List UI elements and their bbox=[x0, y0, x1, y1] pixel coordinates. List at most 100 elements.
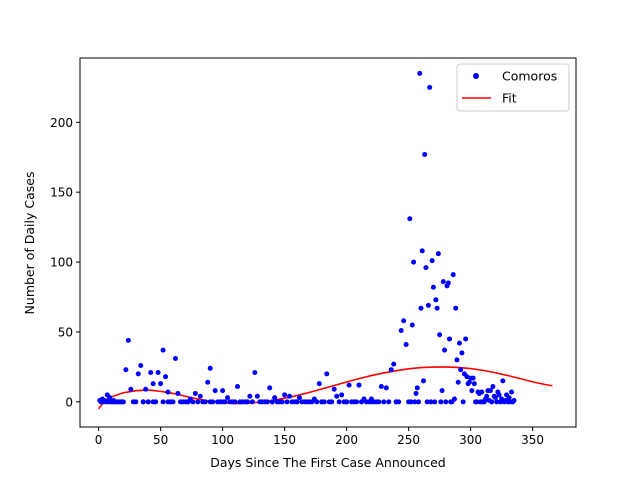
data-point bbox=[234, 383, 240, 389]
data-point bbox=[506, 395, 512, 401]
data-point bbox=[450, 272, 456, 278]
data-point bbox=[314, 399, 320, 405]
data-point bbox=[170, 399, 176, 405]
data-point bbox=[207, 399, 213, 405]
data-point bbox=[432, 399, 438, 405]
data-point bbox=[408, 399, 414, 405]
data-point bbox=[391, 361, 397, 367]
data-point bbox=[334, 393, 340, 399]
data-point bbox=[158, 381, 164, 387]
data-point bbox=[120, 399, 126, 405]
data-point bbox=[435, 251, 441, 257]
data-point bbox=[422, 151, 428, 157]
scatter-points-layer bbox=[97, 70, 517, 405]
data-point bbox=[466, 379, 472, 385]
data-point bbox=[195, 399, 201, 405]
data-point bbox=[202, 399, 208, 405]
data-point bbox=[398, 328, 404, 334]
data-point bbox=[148, 369, 154, 375]
data-point bbox=[417, 70, 423, 76]
data-point bbox=[336, 399, 342, 405]
data-point bbox=[145, 399, 151, 405]
data-point bbox=[316, 381, 322, 387]
data-point bbox=[487, 388, 493, 394]
x-tick-label: 150 bbox=[273, 433, 296, 447]
data-point bbox=[160, 399, 166, 405]
data-point bbox=[172, 356, 178, 362]
data-point bbox=[150, 399, 156, 405]
data-point bbox=[232, 399, 238, 405]
x-axis-label: Days Since The First Case Announced bbox=[210, 455, 446, 470]
data-point bbox=[376, 399, 382, 405]
x-tick-label: 350 bbox=[521, 433, 544, 447]
data-point bbox=[496, 392, 502, 398]
data-point bbox=[430, 284, 436, 290]
data-point bbox=[418, 305, 424, 311]
data-point bbox=[463, 336, 469, 342]
data-point bbox=[354, 399, 360, 405]
y-tick-label: 50 bbox=[58, 325, 73, 339]
data-point bbox=[419, 248, 425, 254]
data-point bbox=[381, 399, 387, 405]
data-point bbox=[403, 342, 409, 348]
data-point bbox=[500, 378, 506, 384]
data-point bbox=[133, 399, 139, 405]
data-point bbox=[447, 336, 453, 342]
legend-box bbox=[456, 63, 570, 112]
data-point bbox=[470, 375, 476, 381]
data-point bbox=[284, 399, 290, 405]
y-axis-label: Number of Daily Cases bbox=[22, 172, 37, 315]
data-point bbox=[254, 393, 260, 399]
data-point bbox=[185, 399, 191, 405]
x-axis-ticks: 0 50 100 150 200 250 300 350 bbox=[95, 427, 544, 447]
x-tick-label: 0 bbox=[95, 433, 103, 447]
data-point bbox=[207, 365, 213, 371]
data-point bbox=[244, 399, 250, 405]
y-tick-label: 100 bbox=[50, 256, 73, 270]
data-point bbox=[344, 399, 350, 405]
data-point bbox=[267, 385, 273, 391]
data-point bbox=[429, 258, 435, 264]
data-point bbox=[494, 399, 500, 405]
x-tick-label: 200 bbox=[335, 433, 358, 447]
data-point bbox=[107, 395, 113, 401]
data-point bbox=[247, 393, 253, 399]
data-point bbox=[433, 297, 439, 303]
data-point bbox=[155, 369, 161, 375]
data-point bbox=[282, 392, 288, 398]
data-point bbox=[125, 337, 131, 343]
data-point bbox=[469, 388, 475, 394]
data-point bbox=[296, 395, 302, 401]
data-point bbox=[264, 399, 270, 405]
data-point bbox=[386, 399, 392, 405]
fit-line-layer bbox=[97, 366, 553, 410]
data-point bbox=[401, 318, 407, 324]
data-point bbox=[479, 389, 485, 395]
data-point bbox=[175, 390, 181, 396]
data-point bbox=[163, 374, 169, 380]
data-point bbox=[416, 399, 422, 405]
data-point bbox=[409, 322, 415, 328]
x-tick-label: 250 bbox=[397, 433, 420, 447]
data-point bbox=[420, 378, 426, 384]
data-point bbox=[407, 216, 413, 222]
y-tick-label: 200 bbox=[50, 116, 73, 130]
data-point bbox=[331, 386, 337, 392]
data-point bbox=[489, 399, 495, 405]
data-point bbox=[220, 399, 226, 405]
data-point bbox=[393, 399, 399, 405]
data-point bbox=[249, 399, 255, 405]
data-point bbox=[456, 340, 462, 346]
data-point bbox=[492, 395, 498, 401]
data-point bbox=[143, 386, 149, 392]
data-point bbox=[294, 399, 300, 405]
y-axis-ticks: 0 50 100 150 200 bbox=[50, 116, 80, 409]
data-point bbox=[269, 399, 275, 405]
data-point bbox=[190, 399, 196, 405]
data-point bbox=[225, 395, 231, 401]
data-point bbox=[445, 280, 451, 286]
legend-marker-comoros bbox=[473, 73, 479, 79]
legend-label-fit: Fit bbox=[502, 91, 517, 106]
data-point bbox=[454, 357, 460, 363]
data-point bbox=[458, 367, 464, 373]
